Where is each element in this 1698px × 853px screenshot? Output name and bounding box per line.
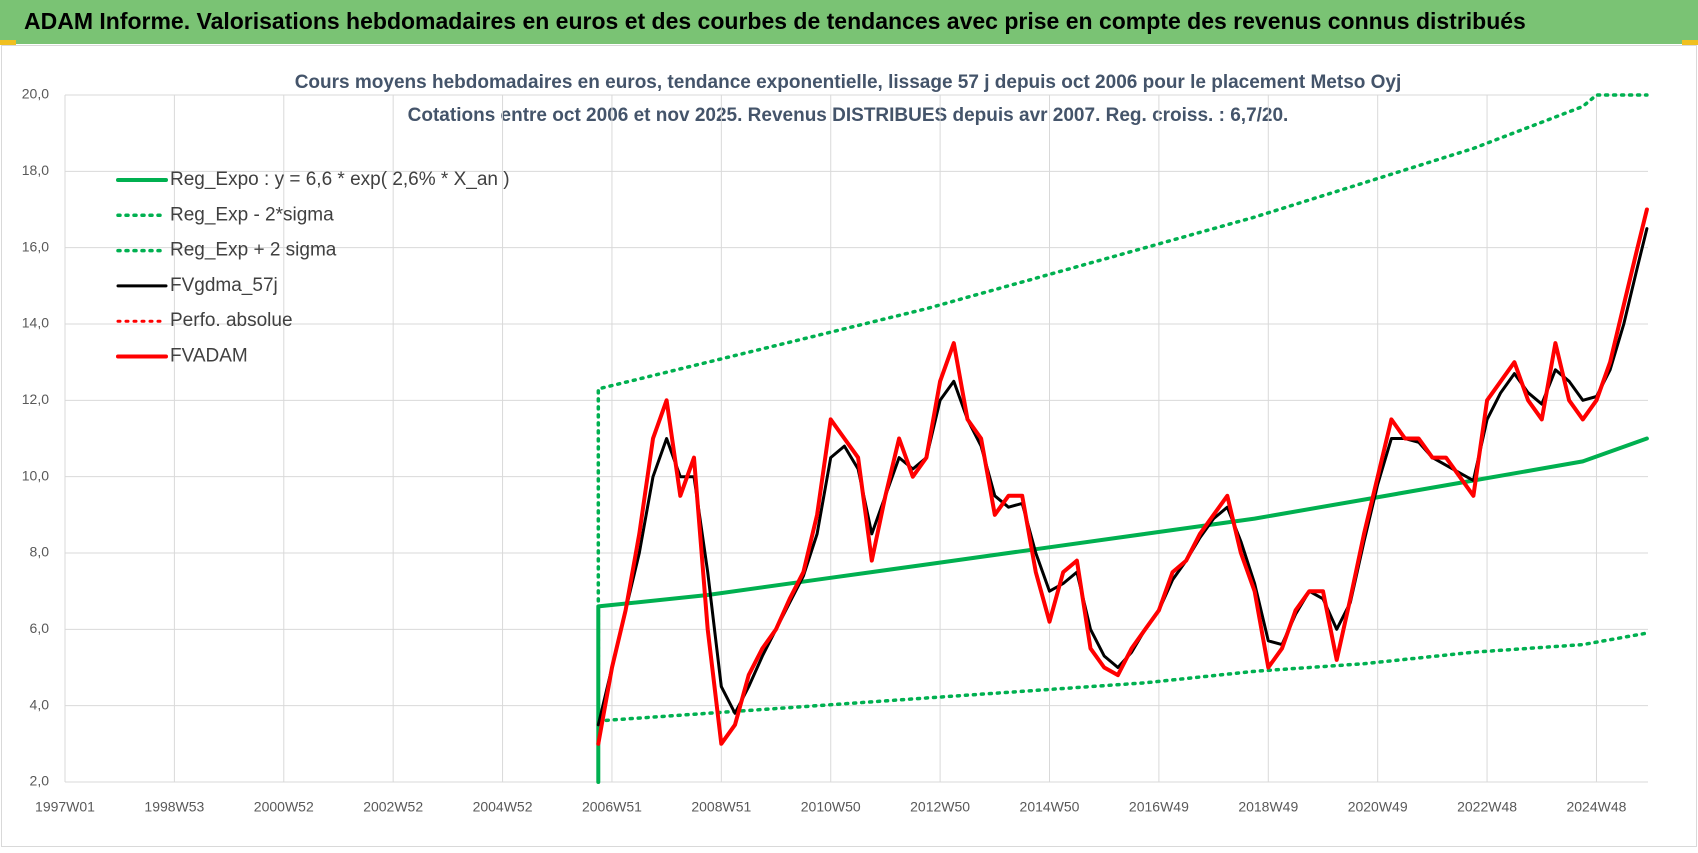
legend: Reg_Expo : y = 6,6 * exp( 2,6% * X_an ) R… bbox=[116, 169, 510, 367]
x-tick-label: 2006W51 bbox=[582, 799, 642, 815]
series-line bbox=[596, 207, 1649, 746]
x-tick-label: 2016W49 bbox=[1129, 799, 1189, 815]
x-tick-label: 2022W48 bbox=[1457, 799, 1517, 815]
header-bar bbox=[0, 0, 1698, 44]
legend-label: Reg_Expo : y = 6,6 * exp( 2,6% * X_an ) bbox=[170, 169, 510, 190]
y-tick-label: 8,0 bbox=[30, 544, 50, 560]
chart-title: Cours moyens hebdomadaires en euros, ten… bbox=[295, 72, 1402, 93]
x-tick-label: 2014W50 bbox=[1020, 799, 1080, 815]
x-tick-label: 2012W50 bbox=[910, 799, 970, 815]
y-tick-label: 12,0 bbox=[22, 391, 49, 407]
x-tick-label: 2010W50 bbox=[801, 799, 861, 815]
y-tick-label: 20,0 bbox=[22, 86, 49, 102]
series-line bbox=[596, 93, 1649, 723]
x-tick-label: 2002W52 bbox=[363, 799, 423, 815]
legend-label: Reg_Exp + 2 sigma bbox=[170, 240, 337, 261]
series-line bbox=[596, 436, 1649, 784]
y-tick-label: 14,0 bbox=[22, 315, 49, 331]
plot-lines bbox=[596, 93, 1649, 784]
legend-label: Perfo. absolue bbox=[170, 310, 293, 331]
legend-label: FVgdma_57j bbox=[170, 275, 278, 296]
y-tick-label: 10,0 bbox=[22, 467, 49, 483]
x-tick-label: 1997W01 bbox=[35, 799, 95, 815]
chart-border bbox=[1, 45, 1697, 847]
corner-mark bbox=[0, 40, 16, 45]
x-tick-label: 2018W49 bbox=[1238, 799, 1298, 815]
header-title: ADAM Informe. Valorisations hebdomadaire… bbox=[24, 8, 1526, 34]
x-tick-label: 2000W52 bbox=[254, 799, 314, 815]
y-tick-label: 6,0 bbox=[30, 620, 50, 636]
y-tick-label: 2,0 bbox=[30, 773, 50, 789]
legend-label: FVADAM bbox=[170, 346, 248, 367]
x-tick-label: 2024W48 bbox=[1566, 799, 1626, 815]
chart-subtitle: Cotations entre oct 2006 et nov 2025. Re… bbox=[408, 105, 1289, 126]
x-tick-label: 1998W53 bbox=[144, 799, 204, 815]
series-line bbox=[596, 631, 1649, 723]
x-tick-label: 2020W49 bbox=[1348, 799, 1408, 815]
y-tick-label: 16,0 bbox=[22, 238, 49, 254]
y-tick-label: 18,0 bbox=[22, 162, 49, 178]
x-tick-label: 2004W52 bbox=[473, 799, 533, 815]
y-tick-label: 4,0 bbox=[30, 696, 50, 712]
x-tick-label: 2008W51 bbox=[691, 799, 751, 815]
corner-mark bbox=[1682, 40, 1698, 45]
grid: 2,0 4,0 6,0 8,0 10,0 12,0 14,0 16,0 18,0 20,0 1997… bbox=[22, 86, 1648, 815]
legend-label: Reg_Exp - 2*sigma bbox=[170, 204, 334, 225]
